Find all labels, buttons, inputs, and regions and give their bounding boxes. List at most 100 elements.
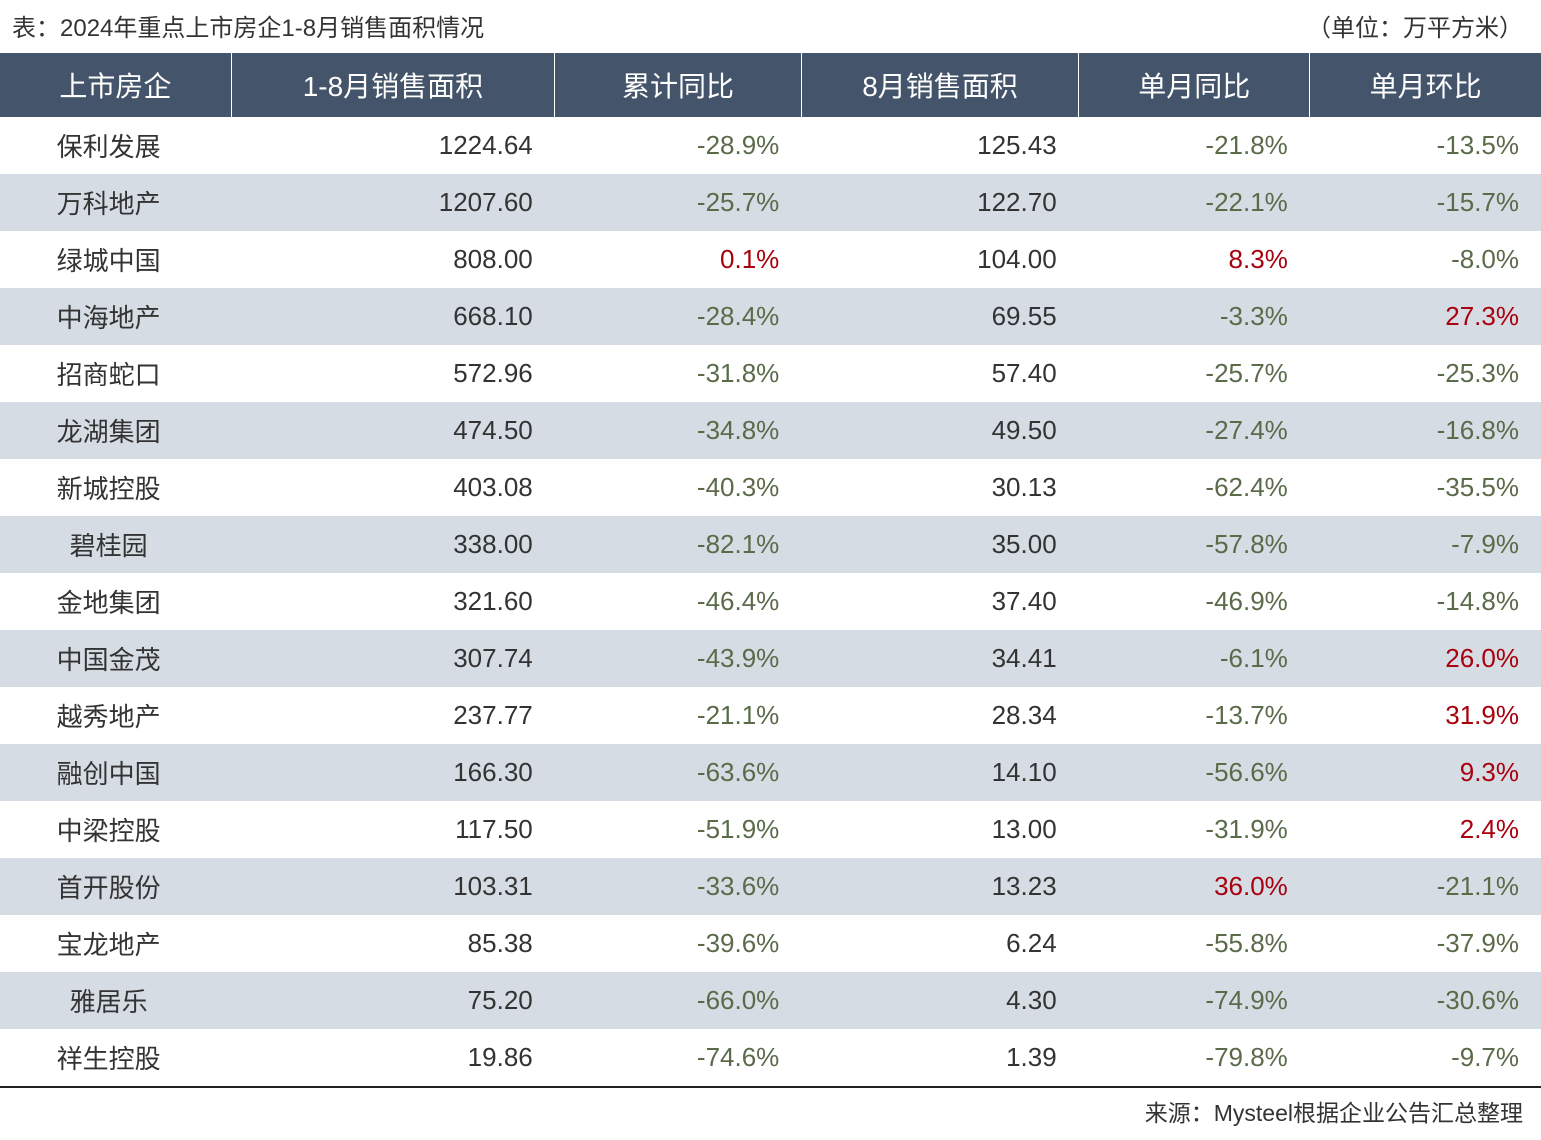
cell-company: 新城控股 — [0, 459, 231, 516]
cell-company: 中国金茂 — [0, 630, 231, 687]
cell-sales_1_8: 668.10 — [231, 288, 555, 345]
cell-mom_yoy: -25.7% — [1079, 345, 1310, 402]
cell-ytd_yoy: -46.4% — [555, 573, 802, 630]
table-title: 表：2024年重点上市房企1-8月销售面积情况 — [12, 8, 484, 43]
cell-company: 首开股份 — [0, 858, 231, 915]
col-header: 8月销售面积 — [801, 53, 1078, 117]
cell-sales_1_8: 338.00 — [231, 516, 555, 573]
cell-company: 招商蛇口 — [0, 345, 231, 402]
cell-ytd_yoy: -34.8% — [555, 402, 802, 459]
cell-sales_1_8: 166.30 — [231, 744, 555, 801]
cell-sales_1_8: 75.20 — [231, 972, 555, 1029]
table-row: 绿城中国808.000.1%104.008.3%-8.0% — [0, 231, 1541, 288]
title-row: 表：2024年重点上市房企1-8月销售面积情况 （单位：万平方米） — [0, 0, 1541, 53]
cell-company: 雅居乐 — [0, 972, 231, 1029]
cell-sales_aug: 14.10 — [801, 744, 1078, 801]
cell-ytd_yoy: -39.6% — [555, 915, 802, 972]
cell-ytd_yoy: -74.6% — [555, 1029, 802, 1087]
cell-company: 金地集团 — [0, 573, 231, 630]
cell-sales_aug: 6.24 — [801, 915, 1078, 972]
cell-mom_yoy: -22.1% — [1079, 174, 1310, 231]
cell-ytd_yoy: -33.6% — [555, 858, 802, 915]
cell-company: 中海地产 — [0, 288, 231, 345]
cell-ytd_yoy: 0.1% — [555, 231, 802, 288]
cell-company: 绿城中国 — [0, 231, 231, 288]
cell-ytd_yoy: -28.4% — [555, 288, 802, 345]
cell-mom_yoy: -62.4% — [1079, 459, 1310, 516]
cell-sales_aug: 104.00 — [801, 231, 1078, 288]
cell-sales_1_8: 474.50 — [231, 402, 555, 459]
cell-mom_yoy: -27.4% — [1079, 402, 1310, 459]
cell-sales_aug: 1.39 — [801, 1029, 1078, 1087]
cell-mom_yoy: 8.3% — [1079, 231, 1310, 288]
cell-mom: 9.3% — [1310, 744, 1541, 801]
col-header: 上市房企 — [0, 53, 231, 117]
table-row: 祥生控股19.86-74.6%1.39-79.8%-9.7% — [0, 1029, 1541, 1087]
cell-ytd_yoy: -66.0% — [555, 972, 802, 1029]
cell-company: 中梁控股 — [0, 801, 231, 858]
cell-mom: -14.8% — [1310, 573, 1541, 630]
cell-ytd_yoy: -31.8% — [555, 345, 802, 402]
cell-mom: -9.7% — [1310, 1029, 1541, 1087]
cell-mom: -37.9% — [1310, 915, 1541, 972]
col-header: 单月环比 — [1310, 53, 1541, 117]
cell-sales_aug: 69.55 — [801, 288, 1078, 345]
cell-mom_yoy: -3.3% — [1079, 288, 1310, 345]
cell-sales_1_8: 307.74 — [231, 630, 555, 687]
cell-mom_yoy: -56.6% — [1079, 744, 1310, 801]
cell-sales_1_8: 85.38 — [231, 915, 555, 972]
table-row: 融创中国166.30-63.6%14.10-56.6%9.3% — [0, 744, 1541, 801]
cell-ytd_yoy: -51.9% — [555, 801, 802, 858]
unit-label: （单位：万平方米） — [1307, 8, 1523, 43]
table-row: 中海地产668.10-28.4%69.55-3.3%27.3% — [0, 288, 1541, 345]
cell-sales_1_8: 117.50 — [231, 801, 555, 858]
sales-table: 上市房企1-8月销售面积累计同比8月销售面积单月同比单月环比 保利发展1224.… — [0, 53, 1541, 1088]
cell-mom_yoy: -74.9% — [1079, 972, 1310, 1029]
cell-sales_1_8: 19.86 — [231, 1029, 555, 1087]
table-row: 万科地产1207.60-25.7%122.70-22.1%-15.7% — [0, 174, 1541, 231]
cell-sales_1_8: 1207.60 — [231, 174, 555, 231]
cell-ytd_yoy: -40.3% — [555, 459, 802, 516]
cell-sales_1_8: 103.31 — [231, 858, 555, 915]
cell-ytd_yoy: -21.1% — [555, 687, 802, 744]
cell-company: 碧桂园 — [0, 516, 231, 573]
cell-mom: -16.8% — [1310, 402, 1541, 459]
table-row: 首开股份103.31-33.6%13.2336.0%-21.1% — [0, 858, 1541, 915]
col-header: 单月同比 — [1079, 53, 1310, 117]
col-header: 累计同比 — [555, 53, 802, 117]
cell-sales_1_8: 572.96 — [231, 345, 555, 402]
cell-mom_yoy: -13.7% — [1079, 687, 1310, 744]
cell-sales_aug: 30.13 — [801, 459, 1078, 516]
table-row: 越秀地产237.77-21.1%28.34-13.7%31.9% — [0, 687, 1541, 744]
cell-mom: 26.0% — [1310, 630, 1541, 687]
table-row: 保利发展1224.64-28.9%125.43-21.8%-13.5% — [0, 117, 1541, 174]
cell-mom_yoy: -31.9% — [1079, 801, 1310, 858]
cell-ytd_yoy: -25.7% — [555, 174, 802, 231]
cell-mom: -8.0% — [1310, 231, 1541, 288]
cell-sales_aug: 122.70 — [801, 174, 1078, 231]
table-header: 上市房企1-8月销售面积累计同比8月销售面积单月同比单月环比 — [0, 53, 1541, 117]
cell-sales_1_8: 1224.64 — [231, 117, 555, 174]
table-row: 龙湖集团474.50-34.8%49.50-27.4%-16.8% — [0, 402, 1541, 459]
col-header: 1-8月销售面积 — [231, 53, 555, 117]
table-row: 招商蛇口572.96-31.8%57.40-25.7%-25.3% — [0, 345, 1541, 402]
cell-sales_1_8: 321.60 — [231, 573, 555, 630]
cell-mom: -13.5% — [1310, 117, 1541, 174]
table-row: 新城控股403.08-40.3%30.13-62.4%-35.5% — [0, 459, 1541, 516]
cell-company: 宝龙地产 — [0, 915, 231, 972]
cell-ytd_yoy: -63.6% — [555, 744, 802, 801]
cell-sales_aug: 13.23 — [801, 858, 1078, 915]
table-row: 中梁控股117.50-51.9%13.00-31.9%2.4% — [0, 801, 1541, 858]
cell-sales_aug: 35.00 — [801, 516, 1078, 573]
cell-mom_yoy: -55.8% — [1079, 915, 1310, 972]
report-container: 表：2024年重点上市房企1-8月销售面积情况 （单位：万平方米） 上市房企1-… — [0, 0, 1541, 1140]
cell-mom: 2.4% — [1310, 801, 1541, 858]
source-note: 来源：Mysteel根据企业公告汇总整理 — [0, 1088, 1541, 1140]
cell-mom_yoy: -46.9% — [1079, 573, 1310, 630]
cell-sales_aug: 34.41 — [801, 630, 1078, 687]
cell-company: 祥生控股 — [0, 1029, 231, 1087]
table-body: 保利发展1224.64-28.9%125.43-21.8%-13.5%万科地产1… — [0, 117, 1541, 1087]
cell-sales_aug: 37.40 — [801, 573, 1078, 630]
table-row: 金地集团321.60-46.4%37.40-46.9%-14.8% — [0, 573, 1541, 630]
cell-ytd_yoy: -82.1% — [555, 516, 802, 573]
